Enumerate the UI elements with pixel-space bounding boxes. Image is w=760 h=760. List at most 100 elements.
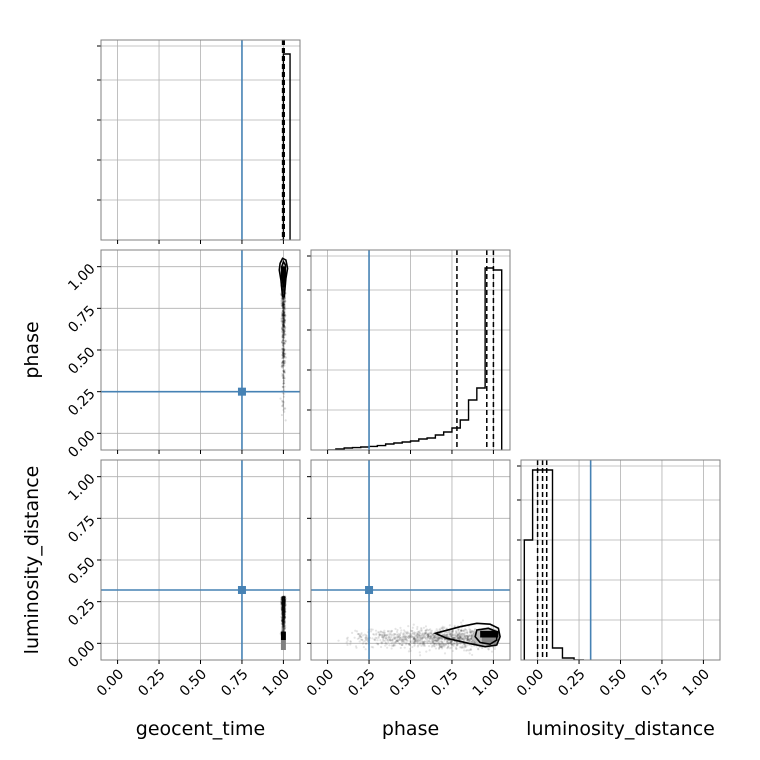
sample-point xyxy=(283,602,286,605)
sample-point xyxy=(282,355,285,358)
sample-point xyxy=(283,600,286,603)
sample-point xyxy=(283,322,286,325)
sample-point xyxy=(282,599,285,602)
sample-point xyxy=(282,595,285,599)
sample-point xyxy=(415,639,418,642)
sample-point xyxy=(282,331,285,334)
sample-point xyxy=(419,631,422,635)
sample-point xyxy=(471,640,474,643)
sample-point xyxy=(282,596,285,599)
sample-point xyxy=(413,635,416,638)
sample-point xyxy=(449,632,452,635)
sample-point xyxy=(281,603,284,606)
sample-point xyxy=(282,354,286,357)
sample-point xyxy=(283,601,286,605)
sample-point xyxy=(282,300,285,303)
sample-point xyxy=(283,389,286,392)
sample-point xyxy=(383,634,386,637)
sample-point xyxy=(376,639,379,642)
sample-point xyxy=(283,607,286,610)
sample-point xyxy=(409,649,412,652)
sample-point xyxy=(281,615,285,618)
sample-point xyxy=(466,636,470,639)
sample-point xyxy=(437,647,441,651)
sample-point xyxy=(438,636,441,639)
sample-point xyxy=(282,303,285,306)
sample-point xyxy=(405,638,408,641)
sample-point xyxy=(421,636,424,639)
sample-point xyxy=(281,596,285,600)
sample-point xyxy=(390,629,393,632)
sample-point xyxy=(283,604,287,608)
sample-point xyxy=(355,646,358,649)
sample-point xyxy=(435,639,438,642)
sample-point xyxy=(280,596,283,599)
sample-point xyxy=(280,601,283,604)
sample-point xyxy=(385,634,388,637)
sample-point xyxy=(283,300,286,304)
sample-point xyxy=(283,613,286,616)
sample-point xyxy=(282,621,285,624)
sample-point xyxy=(451,630,454,633)
sample-point xyxy=(283,624,286,628)
sample-point xyxy=(438,640,441,644)
sample-point xyxy=(283,310,286,314)
sample-point xyxy=(407,642,410,646)
sample-point xyxy=(282,595,285,598)
sample-point xyxy=(337,639,340,642)
sample-point xyxy=(456,633,459,637)
sample-point xyxy=(422,641,425,644)
sample-point xyxy=(283,333,286,336)
sample-point xyxy=(413,640,416,644)
sample-point xyxy=(281,343,284,346)
sample-point xyxy=(438,636,441,639)
sample-point xyxy=(282,369,285,372)
sample-point xyxy=(282,628,285,631)
sample-point xyxy=(282,352,285,355)
sample-point xyxy=(281,600,284,603)
sample-point xyxy=(459,635,462,638)
contour-outer xyxy=(432,622,501,648)
sample-point xyxy=(282,607,285,611)
sample-point xyxy=(281,608,284,611)
sample-point xyxy=(282,324,285,327)
sample-point xyxy=(282,331,286,334)
sample-point xyxy=(282,624,285,627)
sample-point xyxy=(282,609,285,612)
sample-point xyxy=(466,635,470,638)
sample-point xyxy=(406,632,409,635)
sample-point xyxy=(282,362,286,365)
sample-point xyxy=(397,638,400,642)
sample-point xyxy=(282,595,285,598)
sample-point xyxy=(281,599,285,602)
sample-point xyxy=(451,632,454,635)
sample-point xyxy=(282,602,285,606)
sample-point xyxy=(409,633,412,636)
truth-marker xyxy=(237,586,246,594)
sample-point xyxy=(284,597,287,600)
sample-point xyxy=(282,314,285,317)
sample-point xyxy=(457,628,460,632)
sample-point xyxy=(282,596,285,599)
sample-point xyxy=(282,316,285,320)
sample-point xyxy=(281,603,284,606)
sample-point xyxy=(394,636,397,640)
sample-point xyxy=(282,351,285,355)
sample-point xyxy=(283,598,287,601)
sample-point xyxy=(282,360,285,363)
sample-point xyxy=(282,287,285,290)
sample-point xyxy=(282,347,286,351)
sample-point xyxy=(460,630,463,633)
sample-point xyxy=(394,641,397,644)
sample-point xyxy=(437,637,440,640)
sample-point xyxy=(282,595,285,598)
sample-point xyxy=(448,632,451,635)
sample-point xyxy=(283,599,286,602)
sample-point xyxy=(422,633,426,637)
sample-point xyxy=(282,344,285,347)
sample-point xyxy=(283,596,286,599)
sample-point xyxy=(451,635,454,638)
sample-point xyxy=(282,624,285,627)
sample-point xyxy=(454,636,457,639)
sample-point xyxy=(281,618,284,621)
